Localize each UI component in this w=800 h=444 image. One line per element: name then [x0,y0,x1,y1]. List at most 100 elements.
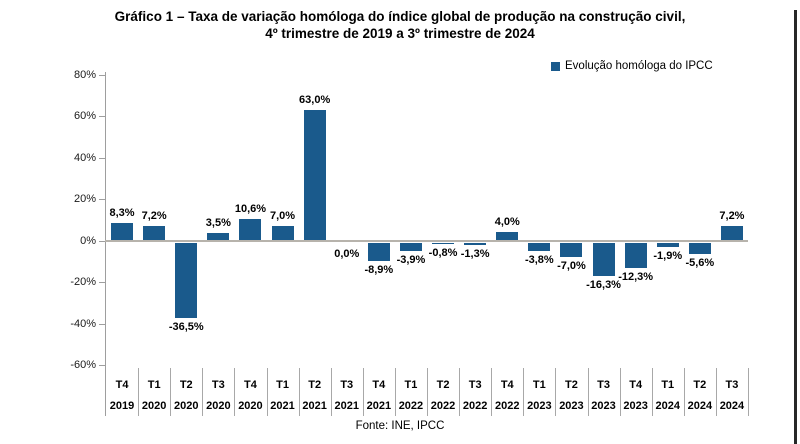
x-axis-separator-line [459,368,461,416]
bar-value-label: 8,3% [109,207,135,220]
x-axis-quarter-label: T4 [244,379,257,391]
x-axis-separator-line [362,368,364,416]
bar [592,242,615,277]
bar-value-label: -5,6% [685,257,715,270]
x-axis-year-label: 2019 [109,400,135,412]
y-axis-tick-label: 0% [80,234,96,247]
y-axis-tick-label: -40% [70,317,96,330]
x-axis-separator-line [683,368,685,416]
bar-value-label: -3,8% [524,253,554,266]
y-axis-tick-mark [99,157,106,159]
x-axis-year-label: 2024 [719,400,745,412]
x-axis-year-label: 2022 [398,400,424,412]
x-axis-quarter-label: T2 [179,379,193,391]
bar-value-label: 3,5% [205,217,231,230]
x-axis-quarter-label: T3 [597,379,610,391]
bar-value-label: 0,0% [334,247,360,260]
y-axis-tick-label: 80% [73,69,96,81]
bar [367,242,390,262]
x-axis-separator-line [427,368,428,416]
bar-value-label: -7,0% [557,260,586,273]
x-axis-quarter-label: T2 [308,379,322,391]
chart-title-line1: Gráfico 1 – Taxa de variação homóloga do… [114,9,686,24]
x-axis-separator-line [394,368,396,416]
x-axis-year-label: 2020 [206,400,231,412]
bar-value-label: 7,2% [719,209,745,222]
x-axis-quarter-label: T3 [211,379,225,391]
x-axis-year-label: 2020 [173,400,199,412]
x-axis-quarter-label: T4 [372,379,386,391]
x-axis-quarter-label: T2 [565,379,578,391]
bar [207,233,230,241]
x-axis-separator-line [298,368,300,416]
x-axis-year-label: 2022 [494,400,520,412]
x-axis-year-label: 2023 [559,400,584,412]
x-axis-year-label: 2023 [623,400,648,412]
bar [656,242,679,247]
y-axis-tick-label: 40% [73,151,96,164]
x-axis-separator-line [523,368,525,416]
x-axis-quarter-label: T1 [147,379,161,391]
x-axis-quarter-label: T1 [276,379,289,391]
bar-value-label: -12,3% [618,271,654,284]
bar [528,242,551,251]
bar-value-label: -0,8% [428,247,458,260]
x-axis-quarter-label: T3 [468,379,482,391]
x-axis-separator-line [202,368,204,416]
bar [720,225,743,241]
chart-title: Gráfico 1 – Taxa de variação homóloga do… [0,8,800,42]
x-axis-separator-line [234,368,236,416]
y-axis-tick-mark [99,282,106,284]
bar-value-label: -8,9% [364,264,394,277]
x-axis-separator-line [651,368,653,416]
y-axis-tick-mark [99,116,106,118]
x-axis-separator-line [170,368,172,416]
bar-value-label: -3,9% [396,253,426,266]
x-axis-quarter-label: T4 [115,379,129,391]
bar-value-label: 7,0% [270,210,296,223]
bar [271,226,294,241]
y-axis-tick-mark [99,75,106,76]
chart-title-line2: 4º trimestre de 2019 a 3º trimestre de 2… [265,26,535,41]
x-axis-quarter-label: T4 [629,379,643,391]
x-axis-year-label: 2021 [366,400,392,412]
bar-value-label: 63,0% [299,94,331,107]
bar [143,225,166,241]
legend-label: Evolução homóloga do IPCC [565,60,713,72]
y-axis-tick-label: 20% [73,193,96,206]
bar-value-label: 4,0% [494,216,520,229]
x-axis-quarter-label: T1 [661,379,675,391]
source-note: Fonte: INE, IPCC [355,420,445,432]
y-axis-tick-mark [99,199,106,201]
bar [624,242,647,269]
x-axis-year-label: 2023 [591,400,616,412]
x-axis-separator-line [491,368,493,416]
bar-value-label: -1,9% [653,249,683,262]
bar [464,242,487,246]
x-axis-year-label: 2020 [141,400,167,412]
bar [111,223,134,241]
y-axis-tick-mark [99,323,106,325]
x-axis-separator-line [555,368,557,416]
y-axis-tick-label: -60% [70,358,96,371]
x-axis-year-label: 2021 [302,400,327,412]
x-axis-year-label: 2022 [462,400,488,412]
bar [399,242,422,251]
x-axis-separator-line [330,368,332,416]
x-axis-year-label: 2023 [527,400,552,412]
x-axis-year-label: 2024 [687,400,713,412]
x-axis-year-label: 2021 [334,400,359,412]
x-axis-separator-line [266,368,268,416]
bar-value-label: 7,2% [141,209,167,222]
x-axis-year-label: 2022 [430,400,456,412]
x-axis-quarter-label: T2 [436,379,450,391]
x-axis-separator-line [748,368,749,416]
x-axis-zero-line [105,239,748,242]
x-axis-quarter-label: T1 [404,379,418,391]
x-axis-quarter-label: T1 [532,379,546,391]
y-axis-tick-label: 60% [73,110,96,123]
bar-value-label: -16,3% [586,279,621,292]
x-axis-quarter-label: T2 [693,379,707,391]
x-axis-year-label: 2020 [238,400,263,412]
